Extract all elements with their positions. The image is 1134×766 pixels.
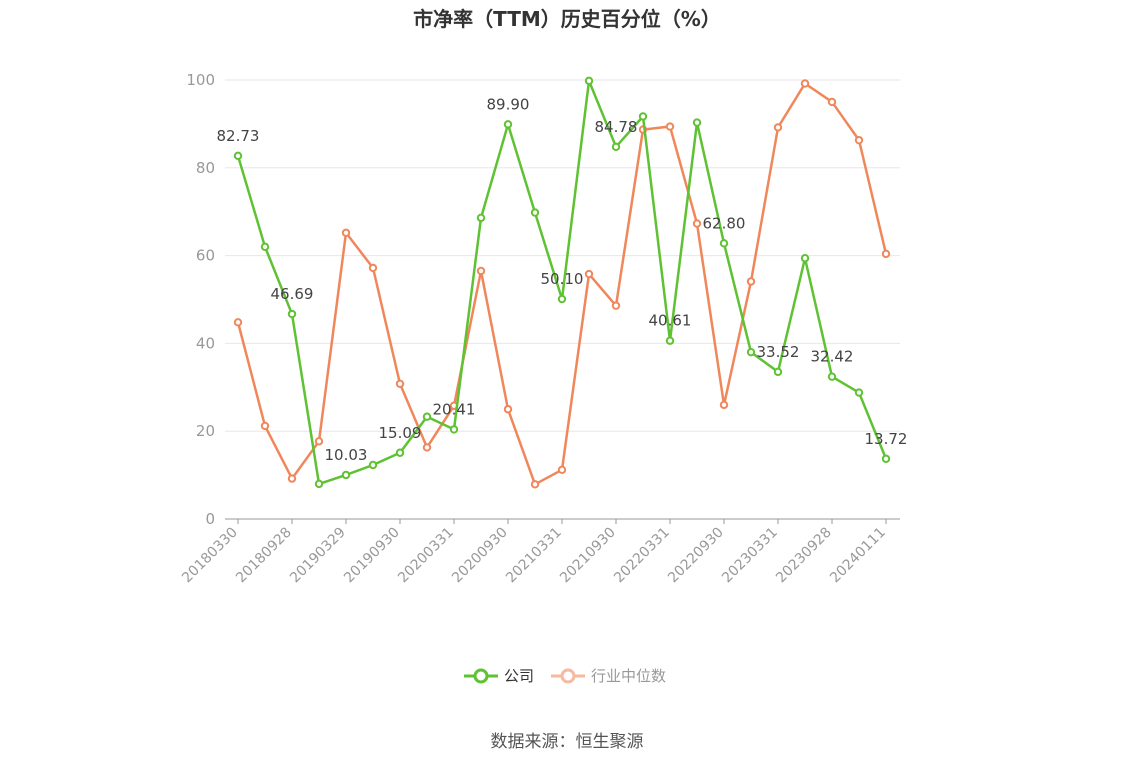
point-industry-7 <box>422 443 432 452</box>
x-tick-label-20180330: 20180330 <box>179 525 241 587</box>
legend-label-company: 公司 <box>504 667 534 685</box>
point-company-10 <box>503 120 513 129</box>
x-tick-label-20210930: 20210930 <box>557 525 619 587</box>
y-tick-label-0: 0 <box>205 510 215 528</box>
x-tick-label-20220331: 20220331 <box>611 525 673 587</box>
data-label-company-22: 32.42 <box>811 348 854 366</box>
legend-item-industry[interactable]: 行业中位数 <box>551 667 666 685</box>
series-lines <box>233 76 891 489</box>
legend: 公司 行业中位数 <box>464 667 666 685</box>
data-label-company-12: 50.10 <box>541 270 584 288</box>
point-company-12 <box>557 294 567 304</box>
gridlines <box>225 79 900 432</box>
point-company-5 <box>368 460 378 470</box>
point-industry-13 <box>584 269 594 279</box>
y-tick-label-20: 20 <box>196 422 215 440</box>
point-company-11 <box>530 208 540 217</box>
x-tick-label-20210331: 20210331 <box>503 525 565 587</box>
legend-marker-company <box>473 668 489 684</box>
data-labels: 82.73 46.69 10.03 15.09 20.41 89.90 50.10 84.78… <box>217 95 908 464</box>
point-industry-19 <box>746 277 756 286</box>
data-label-company-16: 40.61 <box>649 312 692 330</box>
point-industry-0 <box>233 318 243 327</box>
legend-label-industry: 行业中位数 <box>591 667 666 685</box>
point-industry-24 <box>881 249 891 259</box>
point-industry-4 <box>341 228 351 237</box>
point-company-0 <box>233 151 243 161</box>
data-label-company-18: 62.80 <box>703 214 746 232</box>
y-tick-label-80: 80 <box>196 159 215 177</box>
data-label-company-24: 13.72 <box>865 430 908 448</box>
data-label-company-6: 15.09 <box>379 424 422 442</box>
point-company-7 <box>422 412 432 421</box>
point-company-9 <box>476 213 486 223</box>
point-company-16 <box>665 336 675 345</box>
point-company-1 <box>260 242 270 252</box>
data-label-company-10: 89.90 <box>487 95 530 113</box>
point-industry-2 <box>287 474 297 483</box>
x-tick-label-20240111: 20240111 <box>827 525 889 587</box>
point-company-20 <box>773 367 783 377</box>
x-tick-label-20230331: 20230331 <box>719 525 781 587</box>
chart-title: 市净率（TTM）历史百分位（%） <box>413 7 721 31</box>
point-industry-1 <box>260 421 270 431</box>
point-industry-5 <box>368 263 378 273</box>
point-company-17 <box>692 118 702 127</box>
data-label-company-0: 82.73 <box>217 127 260 145</box>
legend-item-company[interactable]: 公司 <box>464 667 534 685</box>
point-company-13 <box>584 76 594 86</box>
point-industry-16 <box>665 122 675 131</box>
data-label-company-4: 10.03 <box>325 446 368 464</box>
point-company-14 <box>611 142 621 152</box>
data-source: 数据来源：恒生聚源 <box>491 732 644 752</box>
point-company-24 <box>881 454 891 463</box>
data-label-company-8: 20.41 <box>433 400 476 418</box>
y-tick-label-40: 40 <box>196 334 215 352</box>
point-company-8 <box>449 425 459 434</box>
x-tick-label-20190329: 20190329 <box>287 525 349 587</box>
point-company-22 <box>827 372 837 381</box>
data-label-company-2: 46.69 <box>271 285 314 303</box>
x-tick-label-20190930: 20190930 <box>341 525 403 587</box>
data-label-company-20: 33.52 <box>757 343 800 361</box>
point-industry-14 <box>611 301 621 310</box>
point-industry-22 <box>827 97 837 107</box>
x-tick-label-20220930: 20220930 <box>665 525 727 587</box>
point-company-19 <box>746 347 756 357</box>
point-industry-17 <box>692 219 702 228</box>
point-industry-12 <box>557 465 567 475</box>
point-company-18 <box>719 239 729 248</box>
point-industry-20 <box>773 123 783 132</box>
y-tick-label-60: 60 <box>196 247 215 265</box>
y-tick-label-100: 100 <box>186 71 215 89</box>
point-company-6 <box>395 448 405 457</box>
point-company-3 <box>314 479 324 489</box>
data-label-company-14: 84.78 <box>595 118 638 136</box>
x-tick-label-20200331: 20200331 <box>395 525 457 587</box>
point-industry-10 <box>503 405 513 414</box>
x-tick-label-20200930: 20200930 <box>449 525 511 587</box>
axes: 0 20 40 60 80 100 2018033020180928201903292019… <box>179 71 900 586</box>
legend-marker-industry <box>560 668 576 684</box>
point-company-15 <box>638 112 648 121</box>
point-industry-3 <box>314 437 324 446</box>
point-company-21 <box>800 254 810 263</box>
point-industry-9 <box>476 266 486 276</box>
point-industry-11 <box>530 480 540 489</box>
point-industry-21 <box>800 79 810 88</box>
point-industry-6 <box>395 379 405 388</box>
point-company-2 <box>287 309 297 319</box>
point-industry-18 <box>719 400 729 410</box>
point-company-23 <box>854 388 864 397</box>
point-company-4 <box>341 470 351 480</box>
x-tick-label-20180928: 20180928 <box>233 525 295 587</box>
point-industry-23 <box>854 135 864 145</box>
x-tick-label-20230928: 20230928 <box>773 525 835 587</box>
